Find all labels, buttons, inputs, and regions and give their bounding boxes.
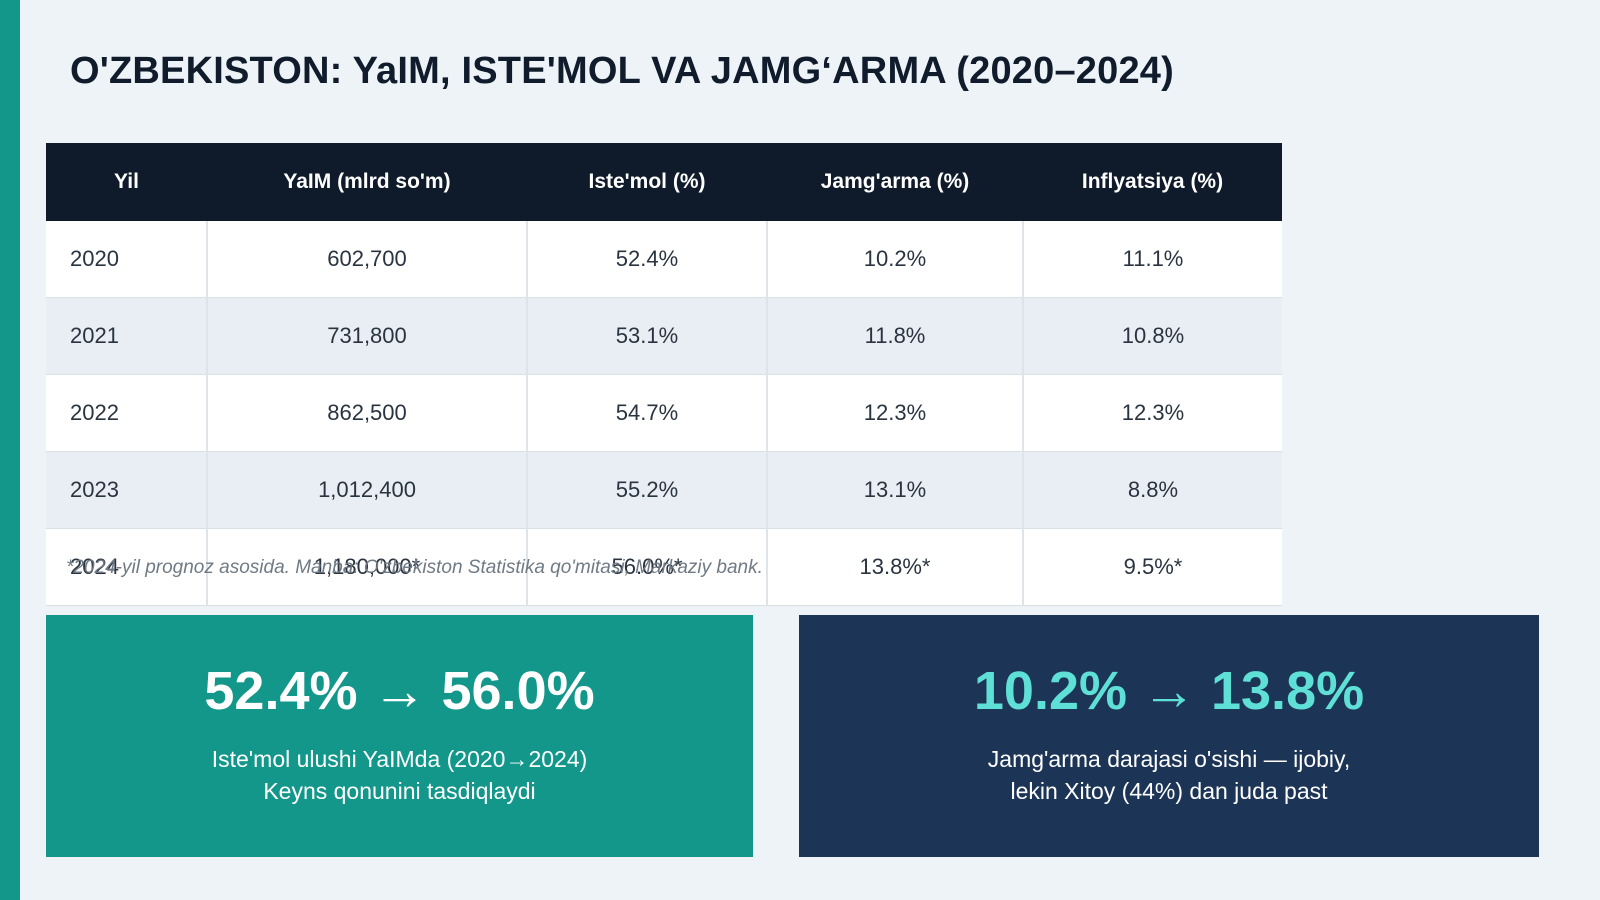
header-year: Yil	[46, 143, 207, 221]
card-caption-line: Keyns qonunini tasdiqlaydi	[263, 778, 536, 804]
header-inflation: Inflyatsiya (%)	[1023, 143, 1282, 221]
header-savings: Jamg'arma (%)	[767, 143, 1023, 221]
header-consumption: Iste'mol (%)	[527, 143, 767, 221]
cell-gdp: 731,800	[207, 297, 528, 375]
table-row: 2020 602,700 52.4% 10.2% 11.1%	[46, 221, 1282, 298]
header-gdp: YaIM (mlrd so'm)	[207, 143, 527, 221]
cell-savings: 13.1%	[767, 451, 1024, 529]
cell-inflation: 12.3%	[1023, 374, 1282, 452]
savings-rate-card: 10.2% → 13.8% Jamg'arma darajasi o'sishi…	[799, 615, 1539, 857]
cell-year: 2023	[46, 451, 208, 529]
footnote: *2024-yil prognoz asosida. Manba: O'zbek…	[66, 557, 763, 578]
table-row: 2023 1,012,400 55.2% 13.1% 8.8%	[46, 451, 1282, 529]
table-row: 2024 1,180,000* 56.0%* 13.8%* 9.5%*	[46, 528, 1282, 606]
cell-savings: 10.2%	[767, 221, 1024, 298]
cell-consumption: 56.0%*	[527, 528, 768, 606]
data-table: Yil YaIM (mlrd so'm) Iste'mol (%) Jamg'a…	[46, 143, 1282, 606]
cell-inflation: 11.1%	[1023, 221, 1282, 298]
card-value: 52.4% → 56.0%	[204, 661, 595, 721]
cell-gdp: 1,180,000*	[207, 528, 528, 606]
card-caption: Iste'mol ulushi YaIMda (2020→2024) Keyns…	[46, 743, 753, 807]
cell-inflation: 8.8%	[1023, 451, 1282, 529]
card-value: 10.2% → 13.8%	[973, 661, 1365, 721]
table-header-row: Yil YaIM (mlrd so'm) Iste'mol (%) Jamg'a…	[46, 143, 1282, 221]
cell-savings: 13.8%*	[767, 528, 1024, 606]
card-caption-line: Jamg'arma darajasi o'sishi — ijobiy,	[987, 746, 1351, 772]
cell-consumption: 54.7%	[527, 374, 768, 452]
cell-consumption: 53.1%	[527, 297, 768, 375]
cell-savings: 12.3%	[767, 374, 1024, 452]
table-row: 2021 731,800 53.1% 11.8% 10.8%	[46, 297, 1282, 375]
cell-year: 2020	[46, 221, 208, 298]
table-row: 2022 862,500 54.7% 12.3% 12.3%	[46, 374, 1282, 452]
cell-gdp: 1,012,400	[207, 451, 528, 529]
page-title: O'ZBEKISTON: YaIM, ISTE'MOL VA JAMG‘ARMA…	[70, 50, 1174, 92]
consumption-share-card: 52.4% → 56.0% Iste'mol ulushi YaIMda (20…	[46, 615, 753, 857]
cell-consumption: 52.4%	[527, 221, 768, 298]
accent-bar	[0, 0, 20, 900]
cell-year: 2021	[46, 297, 208, 375]
card-caption: Jamg'arma darajasi o'sishi — ijobiy, lek…	[799, 743, 1539, 807]
cell-gdp: 862,500	[207, 374, 528, 452]
cell-savings: 11.8%	[767, 297, 1024, 375]
cell-year: 2024	[46, 528, 208, 606]
cell-consumption: 55.2%	[527, 451, 768, 529]
cell-gdp: 602,700	[207, 221, 528, 298]
cell-inflation: 10.8%	[1023, 297, 1282, 375]
cell-year: 2022	[46, 374, 208, 452]
card-caption-line: lekin Xitoy (44%) dan juda past	[1010, 778, 1328, 804]
card-caption-line: Iste'mol ulushi YaIMda (2020→2024)	[211, 746, 588, 772]
cell-inflation: 9.5%*	[1023, 528, 1282, 606]
